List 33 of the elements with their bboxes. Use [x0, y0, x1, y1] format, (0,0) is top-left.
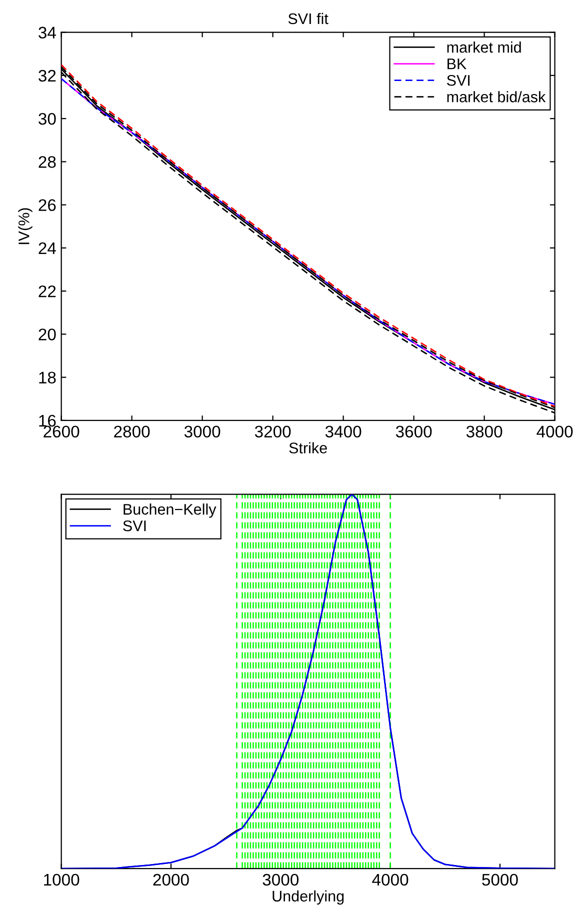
x-tick-label: 3800 — [466, 426, 502, 438]
y-tick-label: 20 — [38, 328, 56, 340]
x-tick-label: 4000 — [536, 426, 573, 438]
x-tick-label: 3600 — [396, 426, 432, 438]
x-tick-label: 2800 — [114, 426, 150, 438]
chart-title: SVI fit — [288, 12, 328, 24]
legend-label: SVI — [123, 520, 146, 532]
y-tick-label: 26 — [38, 199, 56, 212]
y-tick-label: 18 — [39, 372, 56, 384]
x-tick-label: 2000 — [153, 874, 189, 886]
y-tick-label: 34 — [38, 26, 56, 39]
x-tick-label: 3200 — [254, 426, 291, 438]
x-tick-label: 1000 — [44, 874, 80, 886]
x-tick-label: 4000 — [372, 874, 408, 886]
x-tick-label: 2600 — [44, 426, 80, 438]
legend-label: market mid — [447, 42, 521, 53]
x-axis-title: Strike — [289, 442, 327, 454]
y-axis-title: IV(%) — [18, 208, 32, 244]
x-tick-label: 3000 — [184, 426, 220, 438]
y-tick-label: 22 — [38, 285, 56, 298]
legend-label: Buchen−Kelly — [124, 504, 216, 518]
legend-label: BK — [448, 58, 467, 70]
y-tick-label: 24 — [38, 242, 56, 254]
legend-label: market bid/ask — [447, 91, 546, 102]
x-axis-title: Underlying — [272, 890, 344, 905]
x-tick-label: 5000 — [482, 874, 518, 886]
y-tick-label: 16 — [39, 414, 56, 427]
y-tick-label: 30 — [38, 112, 56, 125]
x-tick-label: 3000 — [262, 874, 299, 886]
y-tick-label: 32 — [38, 70, 56, 82]
legend-label: SVI — [446, 74, 470, 86]
x-tick-label: 3400 — [325, 426, 362, 438]
y-tick-label: 28 — [38, 156, 56, 168]
